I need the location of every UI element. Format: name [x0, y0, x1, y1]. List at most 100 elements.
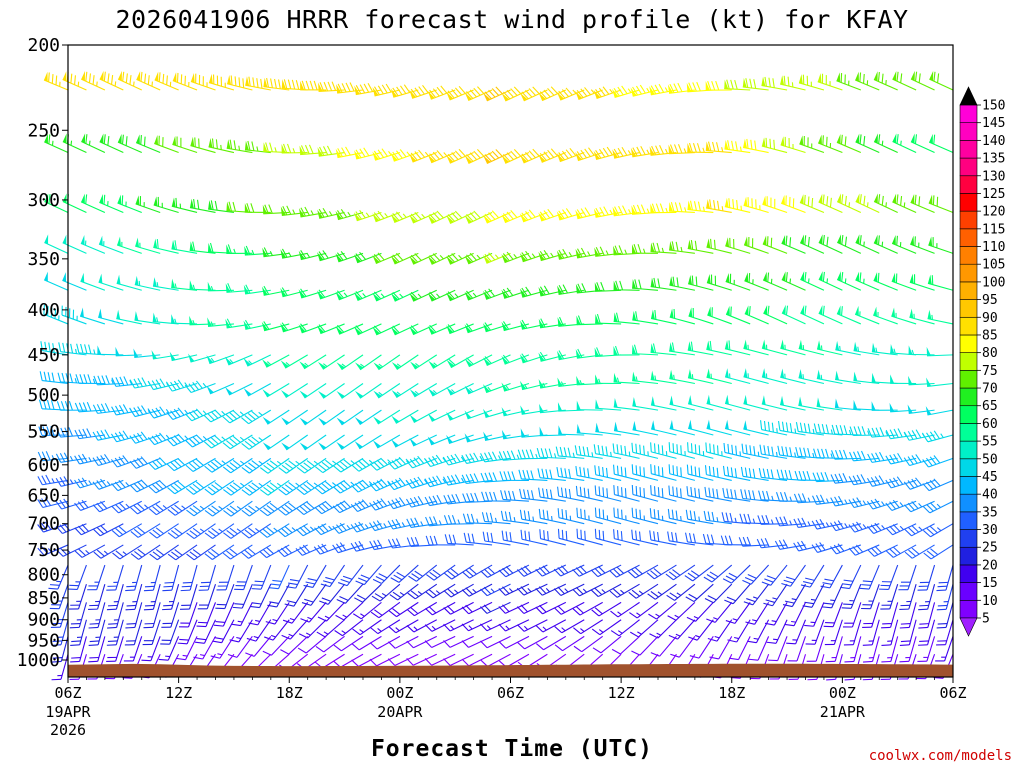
wind-barb — [650, 442, 677, 459]
wind-barb — [55, 476, 87, 487]
wind-barb — [780, 339, 806, 356]
wind-barb — [117, 70, 142, 91]
wind-barb — [350, 499, 382, 512]
wind-barb — [929, 70, 954, 91]
y-tick-label: 200 — [27, 35, 60, 56]
wind-barb — [135, 195, 161, 213]
wind-barb — [761, 339, 788, 356]
wind-barb — [595, 399, 622, 411]
wind-barb — [650, 343, 677, 356]
wind-barb — [245, 76, 271, 91]
wind-barb — [212, 619, 235, 644]
wind-barb — [184, 408, 216, 422]
wind-barb — [631, 244, 659, 254]
wind-barb — [706, 368, 732, 385]
wind-barb — [594, 485, 622, 502]
wind-barb — [480, 601, 511, 614]
wind-barb — [318, 434, 345, 451]
wind-barb — [706, 602, 733, 623]
wind-barb — [777, 445, 806, 459]
wind-barb — [873, 272, 898, 291]
wind-barb — [405, 476, 437, 489]
wind-barb — [116, 309, 142, 325]
wind-barb — [125, 564, 143, 592]
wind-barb — [804, 602, 825, 627]
wind-barb — [390, 252, 419, 265]
wind-barb — [92, 429, 124, 441]
wind-barb — [613, 345, 640, 356]
wind-barb — [668, 442, 696, 459]
wind-barb — [161, 602, 180, 628]
wind-barb — [354, 583, 382, 603]
wind-barb — [648, 601, 677, 620]
wind-barb — [167, 544, 198, 561]
x-tick-date-label: 19APR — [45, 703, 91, 721]
wind-barb — [319, 583, 345, 605]
wind-barb — [204, 544, 235, 560]
wind-barb — [391, 409, 419, 424]
wind-barb — [687, 341, 714, 356]
wind-barb — [259, 500, 290, 517]
wind-barb — [800, 271, 825, 291]
wind-barb — [93, 523, 124, 537]
wind-barb — [355, 564, 382, 586]
wind-barb — [166, 457, 198, 472]
wind-barb — [685, 509, 714, 525]
wind-barb — [172, 72, 198, 91]
wind-barb — [612, 85, 640, 98]
credit-link[interactable]: coolwx.com/models — [869, 748, 1012, 764]
wind-barb — [443, 601, 474, 615]
wind-barb — [613, 485, 640, 502]
wind-barb — [110, 430, 142, 443]
wind-barb — [88, 584, 106, 611]
wind-barb — [555, 446, 585, 459]
wind-barb — [177, 619, 198, 645]
wind-barb — [630, 146, 659, 158]
wind-barb — [134, 275, 161, 291]
wind-barb — [464, 409, 493, 420]
wind-barb — [81, 70, 106, 91]
wind-barb — [705, 141, 732, 154]
wind-barb — [501, 407, 530, 417]
wind-barb — [594, 465, 622, 481]
wind-barb — [88, 636, 106, 663]
wind-barb — [743, 394, 769, 411]
wind-barb — [117, 133, 142, 154]
y-tick-label: 250 — [27, 120, 60, 141]
wind-barb — [262, 434, 290, 451]
wind-barb — [446, 383, 474, 396]
wind-barb — [632, 311, 659, 325]
wind-barb — [866, 475, 898, 487]
wind-barb — [917, 564, 936, 591]
wind-barb — [210, 636, 235, 659]
wind-barb — [298, 323, 327, 334]
wind-barb — [557, 350, 585, 361]
wind-barb — [461, 635, 493, 648]
wind-barb — [927, 274, 954, 291]
wind-barb — [891, 272, 917, 291]
wind-barb — [499, 471, 529, 481]
wind-barb — [353, 209, 382, 222]
wind-barb — [372, 252, 401, 264]
wind-barb — [480, 619, 511, 632]
wind-barb — [93, 544, 124, 559]
wind-barb — [746, 619, 770, 644]
speed-colorbar: 5 10 15 20 25 30 35 40 45 50 55 60 65 70 75 80 85 90 95 100… — [959, 86, 1005, 637]
wind-barb — [873, 71, 898, 91]
wind-barb — [130, 544, 161, 560]
wind-barb — [55, 452, 87, 463]
wind-barb — [389, 583, 419, 601]
wind-barb — [81, 133, 106, 154]
wind-barb — [557, 486, 585, 502]
wind-barb — [406, 619, 438, 633]
wind-barb — [923, 523, 954, 538]
wind-barb — [225, 283, 253, 293]
wind-barb — [160, 619, 180, 645]
wind-barb — [613, 529, 640, 546]
wind-barb — [613, 464, 640, 481]
wind-barb — [390, 564, 419, 583]
wind-barb — [196, 602, 217, 628]
y-tick-label: 950 — [27, 630, 60, 651]
wind-barb — [409, 383, 438, 398]
wind-barb — [354, 354, 382, 371]
